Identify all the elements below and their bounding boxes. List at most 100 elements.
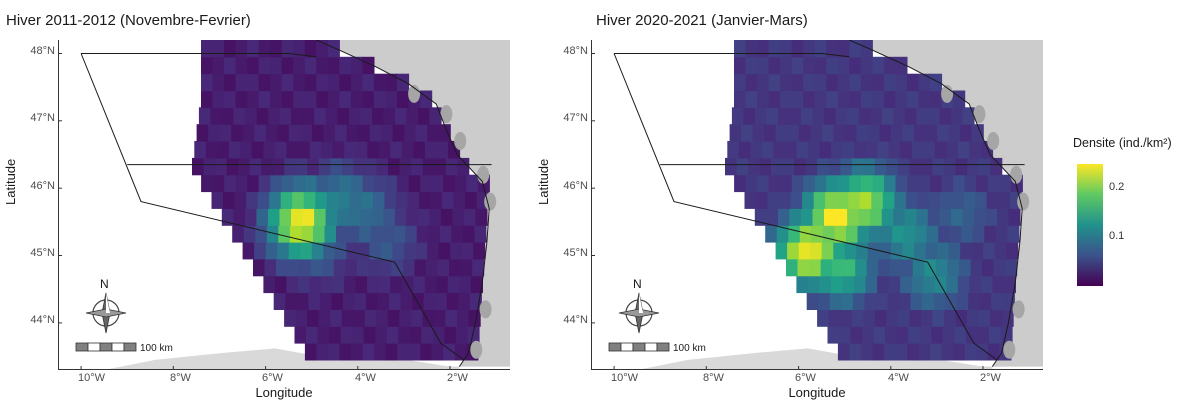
coastal-land [454,132,467,150]
density-cell [401,141,414,159]
density-cell [915,225,928,243]
lon-tick-6w: 6°W [795,372,816,384]
density-cell [277,242,290,260]
density-cell [201,56,214,75]
density-cell [757,56,770,75]
density-cell [872,56,885,75]
density-cell [294,326,307,344]
density-cell [405,225,418,243]
density-cell [860,174,873,193]
density-cell [438,242,451,260]
density-cell [304,56,317,75]
density-cell [192,157,205,176]
density-cell [324,225,337,243]
density-cell [817,157,830,176]
density-cell [332,141,345,159]
density-cell [345,258,358,277]
density-cell [397,174,410,193]
panel-title: Hiver 2011-2012 (Novembre-Fevrier) [6,12,251,29]
density-cell [939,107,952,125]
density-cell [278,225,291,243]
density-cell [360,107,373,125]
density-cell [727,141,740,159]
density-cell [318,157,331,176]
density-cell [265,124,278,142]
density-cell [404,242,417,260]
density-cell [375,326,388,344]
density-cell [247,90,260,108]
lon-tick-8w: 8°W [170,372,191,384]
density-cell [967,309,980,327]
density-cell [376,309,389,327]
density-cell [957,141,970,159]
density-cell [796,141,809,159]
density-cell [976,174,989,193]
density-cell [801,208,814,226]
density-cell [937,242,950,260]
density-cell [339,56,352,75]
density-cell [348,208,361,226]
density-cell [374,343,387,361]
density-cell [980,275,993,294]
density-cell [925,242,938,260]
legend-title: Densite (ind./km²) [1073,136,1172,150]
density-cell [1002,292,1015,310]
density-cell [420,343,433,361]
density-cells [725,40,1023,361]
density-cell [987,174,1000,193]
density-cell [859,191,872,209]
density-cell [203,157,216,176]
density-cell [295,157,308,176]
density-cell [409,326,422,344]
density-cell [796,275,809,294]
density-cell [914,124,927,142]
density-cell [413,275,426,294]
density-cell [927,208,940,226]
density-cell [431,174,444,193]
density-cell [348,107,361,125]
density-cell [270,90,283,108]
density-cell [978,157,991,176]
density-cell [944,157,957,176]
density-cell [362,56,375,75]
density-cell [826,90,839,108]
density-cell [994,242,1007,260]
density-cell [253,258,266,277]
density-cell [351,174,364,193]
density-cell [316,174,329,193]
density-cell [194,141,207,159]
density-cell [879,124,892,142]
latitude-axis: 48°N 47°N 46°N 45°N 44°N [533,40,591,370]
density-cell [316,343,329,361]
density-cell [276,258,289,277]
density-cell [442,191,455,209]
density-cell [921,157,934,176]
density-cell [356,258,369,277]
density-cell [210,107,223,125]
lat-tick-45: 45°N [563,247,588,259]
density-cell [447,275,460,294]
density-cell [948,124,961,142]
density-cell [806,292,819,310]
density-cell [807,275,820,294]
density-cell [315,191,328,209]
density-cell [930,73,943,92]
density-cell [275,141,288,159]
density-cell [949,225,962,243]
coastal-land [1012,300,1025,319]
density-cell [814,40,827,58]
density-cell [941,343,954,361]
density-cell [224,40,237,58]
density-cell [950,208,963,226]
density-cell [316,56,329,75]
density-cell [863,309,876,327]
density-cell [948,242,961,260]
density-cell [300,124,313,142]
density-cell [255,225,268,243]
density-cell [955,157,968,176]
density-cell [429,107,442,125]
density-cell [967,157,980,176]
density-cell [766,208,779,226]
density-cell [841,292,854,310]
density-cell [432,326,445,344]
